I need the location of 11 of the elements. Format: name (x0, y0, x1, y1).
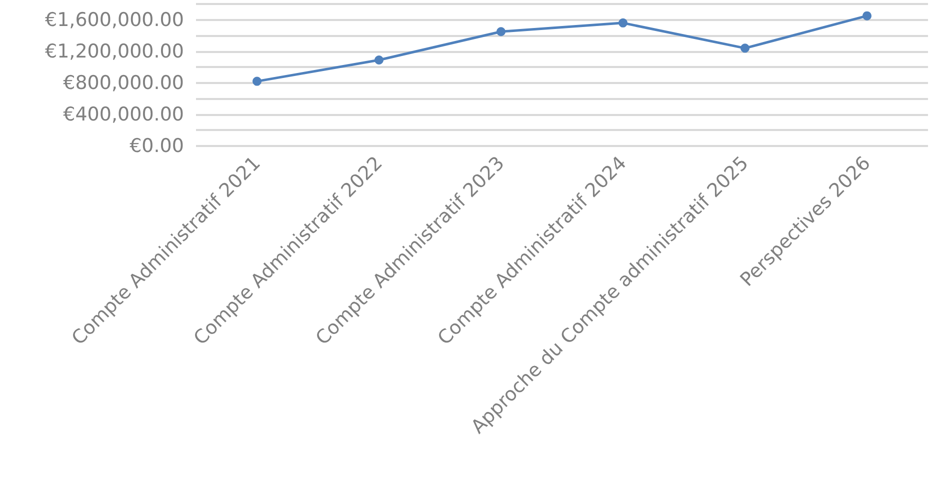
y-tick-label: €400,000.00 (63, 103, 184, 126)
y-tick-label: €0.00 (130, 135, 184, 157)
y-tick-label: €800,000.00 (63, 72, 184, 94)
point (252, 76, 262, 86)
point (740, 44, 750, 53)
point (374, 56, 384, 65)
point (618, 18, 628, 28)
y-tick-label: €1,600,000.00 (44, 8, 184, 31)
point (496, 27, 506, 36)
y-tick-label: €1,200,000.00 (44, 40, 184, 62)
point (862, 11, 872, 20)
